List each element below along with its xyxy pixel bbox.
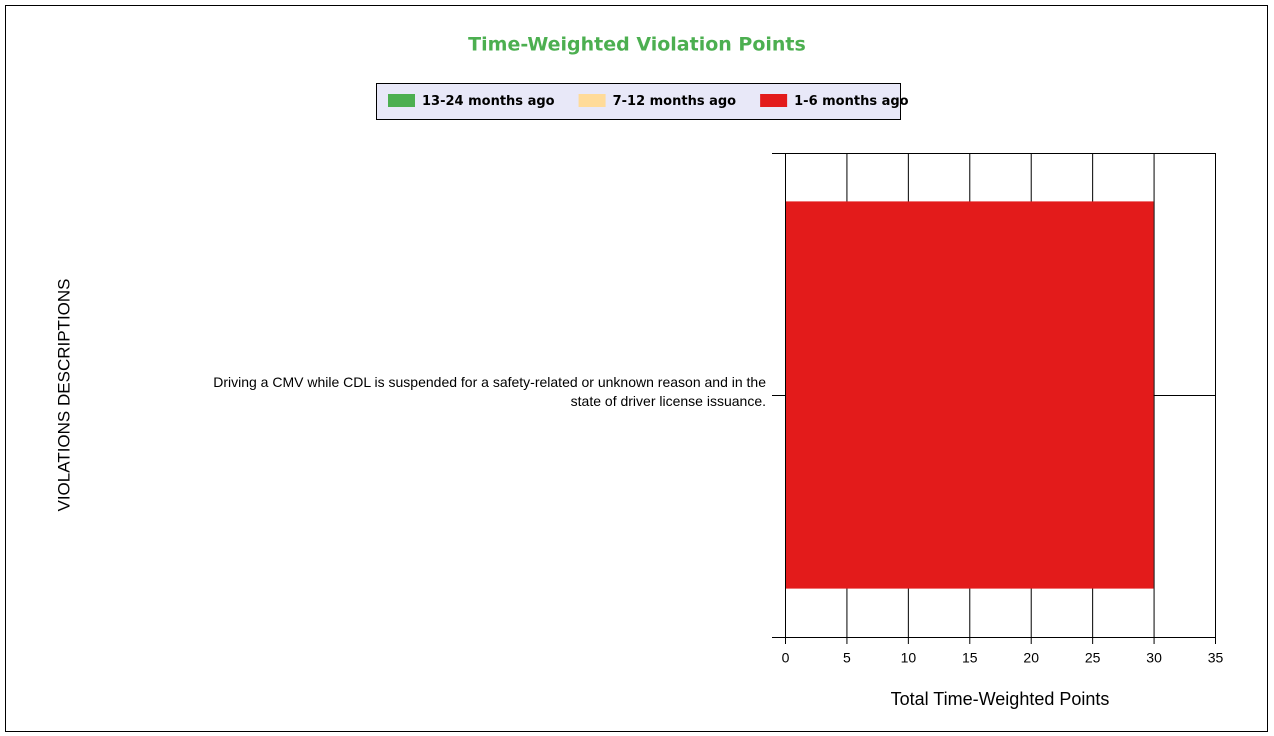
- x-tick-label: 15: [962, 650, 978, 666]
- category-label-box: Driving a CMV while CDL is suspended for…: [213, 374, 766, 409]
- y-tick-label: Driving a CMV while CDL is suspended for…: [213, 374, 766, 409]
- legend-swatch: [388, 94, 415, 107]
- bar-segment: [785, 201, 1154, 589]
- legend-swatch: [760, 94, 788, 107]
- legend-box: [376, 83, 901, 120]
- x-tick-label: 30: [1146, 650, 1162, 666]
- legend-label: 13-24 months ago: [422, 94, 555, 109]
- x-tick-label: 5: [843, 650, 851, 666]
- x-tick-label: 0: [782, 650, 790, 666]
- y-axis-label: VIOLATIONS DESCRIPTIONS: [54, 278, 73, 511]
- legend-label: 7-12 months ago: [613, 94, 737, 109]
- x-tick-label: 25: [1085, 650, 1101, 666]
- x-tick-label: 10: [901, 650, 917, 666]
- chart-title: Time-Weighted Violation Points: [468, 34, 806, 56]
- x-axis-label: Total Time-Weighted Points: [891, 689, 1110, 709]
- x-tick-label: 35: [1208, 650, 1224, 666]
- x-tick-label: 20: [1023, 650, 1039, 666]
- legend-label: 1-6 months ago: [794, 94, 909, 109]
- legend-swatch: [578, 94, 606, 107]
